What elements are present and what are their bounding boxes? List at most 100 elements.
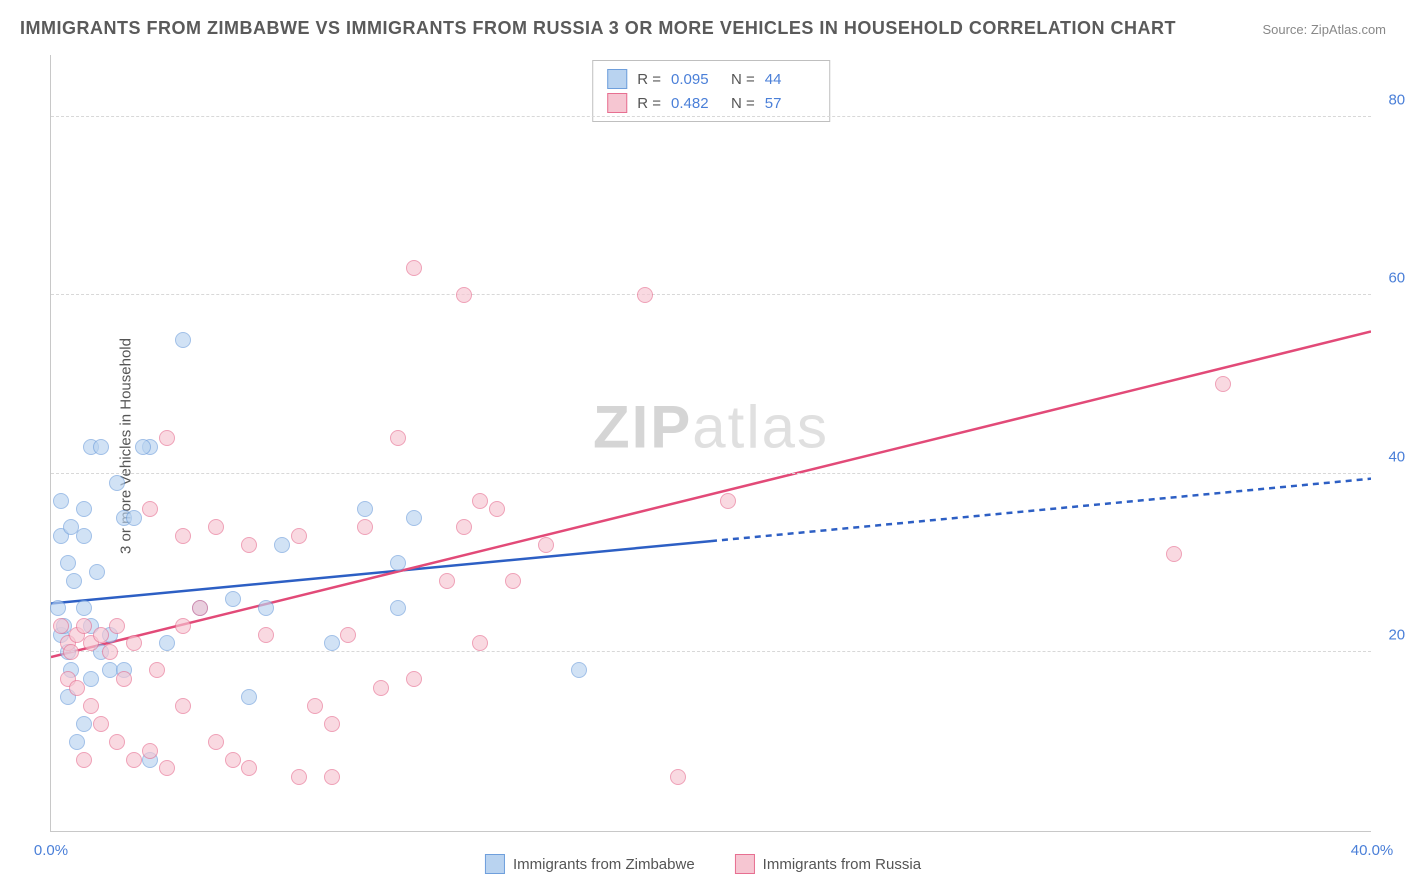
data-point (406, 510, 422, 526)
data-point (390, 430, 406, 446)
data-point (390, 600, 406, 616)
data-point (69, 734, 85, 750)
data-point (76, 501, 92, 517)
data-point (66, 573, 82, 589)
r-label: R = (637, 71, 661, 88)
data-point (373, 680, 389, 696)
data-point (720, 493, 736, 509)
data-point (175, 528, 191, 544)
data-point (53, 618, 69, 634)
data-point (192, 600, 208, 616)
data-point (208, 734, 224, 750)
data-point (1166, 546, 1182, 562)
n-label: N = (731, 71, 755, 88)
data-point (324, 635, 340, 651)
data-point (505, 573, 521, 589)
data-point (291, 769, 307, 785)
stats-row: R = 0.482 N = 57 (607, 91, 815, 115)
data-point (159, 430, 175, 446)
data-point (76, 618, 92, 634)
gridline (51, 651, 1371, 652)
data-point (116, 671, 132, 687)
data-point (538, 537, 554, 553)
watermark: ZIPatlas (593, 393, 829, 462)
data-point (472, 493, 488, 509)
data-point (357, 519, 373, 535)
series-swatch (607, 93, 627, 113)
data-point (69, 680, 85, 696)
data-point (93, 716, 109, 732)
data-point (208, 519, 224, 535)
data-point (149, 662, 165, 678)
data-point (258, 627, 274, 643)
data-point (472, 635, 488, 651)
series-name: Immigrants from Russia (763, 856, 921, 873)
data-point (126, 510, 142, 526)
data-point (93, 627, 109, 643)
page-title: IMMIGRANTS FROM ZIMBABWE VS IMMIGRANTS F… (20, 18, 1176, 39)
n-value: 57 (765, 95, 815, 112)
stats-row: R = 0.095 N = 44 (607, 67, 815, 91)
data-point (1215, 376, 1231, 392)
data-point (50, 600, 66, 616)
data-point (175, 618, 191, 634)
data-point (53, 493, 69, 509)
data-point (83, 698, 99, 714)
n-value: 44 (765, 71, 815, 88)
data-point (225, 752, 241, 768)
data-point (456, 519, 472, 535)
data-point (126, 752, 142, 768)
data-point (159, 760, 175, 776)
data-point (274, 537, 290, 553)
data-point (406, 671, 422, 687)
r-value: 0.482 (671, 95, 721, 112)
data-point (76, 528, 92, 544)
r-label: R = (637, 95, 661, 112)
x-tick-label: 40.0% (1351, 842, 1394, 859)
data-point (357, 501, 373, 517)
scatter-chart: ZIPatlas R = 0.095 N = 44 R = 0.482 N = … (50, 55, 1371, 832)
data-point (63, 644, 79, 660)
data-point (109, 618, 125, 634)
gridline (51, 473, 1371, 474)
legend: Immigrants from Zimbabwe Immigrants from… (485, 854, 921, 874)
gridline (51, 116, 1371, 117)
data-point (60, 555, 76, 571)
data-point (307, 698, 323, 714)
y-tick-label: 80.0% (1376, 91, 1406, 108)
data-point (93, 439, 109, 455)
data-point (390, 555, 406, 571)
series-swatch (485, 854, 505, 874)
source-attribution: Source: ZipAtlas.com (1262, 22, 1386, 37)
correlation-stats-box: R = 0.095 N = 44 R = 0.482 N = 57 (592, 60, 830, 122)
y-tick-label: 40.0% (1376, 448, 1406, 465)
r-value: 0.095 (671, 71, 721, 88)
y-tick-label: 60.0% (1376, 270, 1406, 287)
data-point (126, 635, 142, 651)
data-point (291, 528, 307, 544)
data-point (109, 734, 125, 750)
data-point (89, 564, 105, 580)
data-point (76, 716, 92, 732)
data-point (142, 743, 158, 759)
data-point (241, 689, 257, 705)
data-point (102, 644, 118, 660)
series-swatch (607, 69, 627, 89)
data-point (175, 698, 191, 714)
n-label: N = (731, 95, 755, 112)
data-point (456, 287, 472, 303)
data-point (406, 260, 422, 276)
data-point (76, 600, 92, 616)
legend-item: Immigrants from Zimbabwe (485, 854, 695, 874)
data-point (489, 501, 505, 517)
data-point (159, 635, 175, 651)
series-name: Immigrants from Zimbabwe (513, 856, 695, 873)
x-tick-label: 0.0% (34, 842, 68, 859)
data-point (670, 769, 686, 785)
y-tick-label: 20.0% (1376, 627, 1406, 644)
data-point (175, 332, 191, 348)
data-point (324, 716, 340, 732)
data-point (225, 591, 241, 607)
data-point (109, 475, 125, 491)
data-point (324, 769, 340, 785)
